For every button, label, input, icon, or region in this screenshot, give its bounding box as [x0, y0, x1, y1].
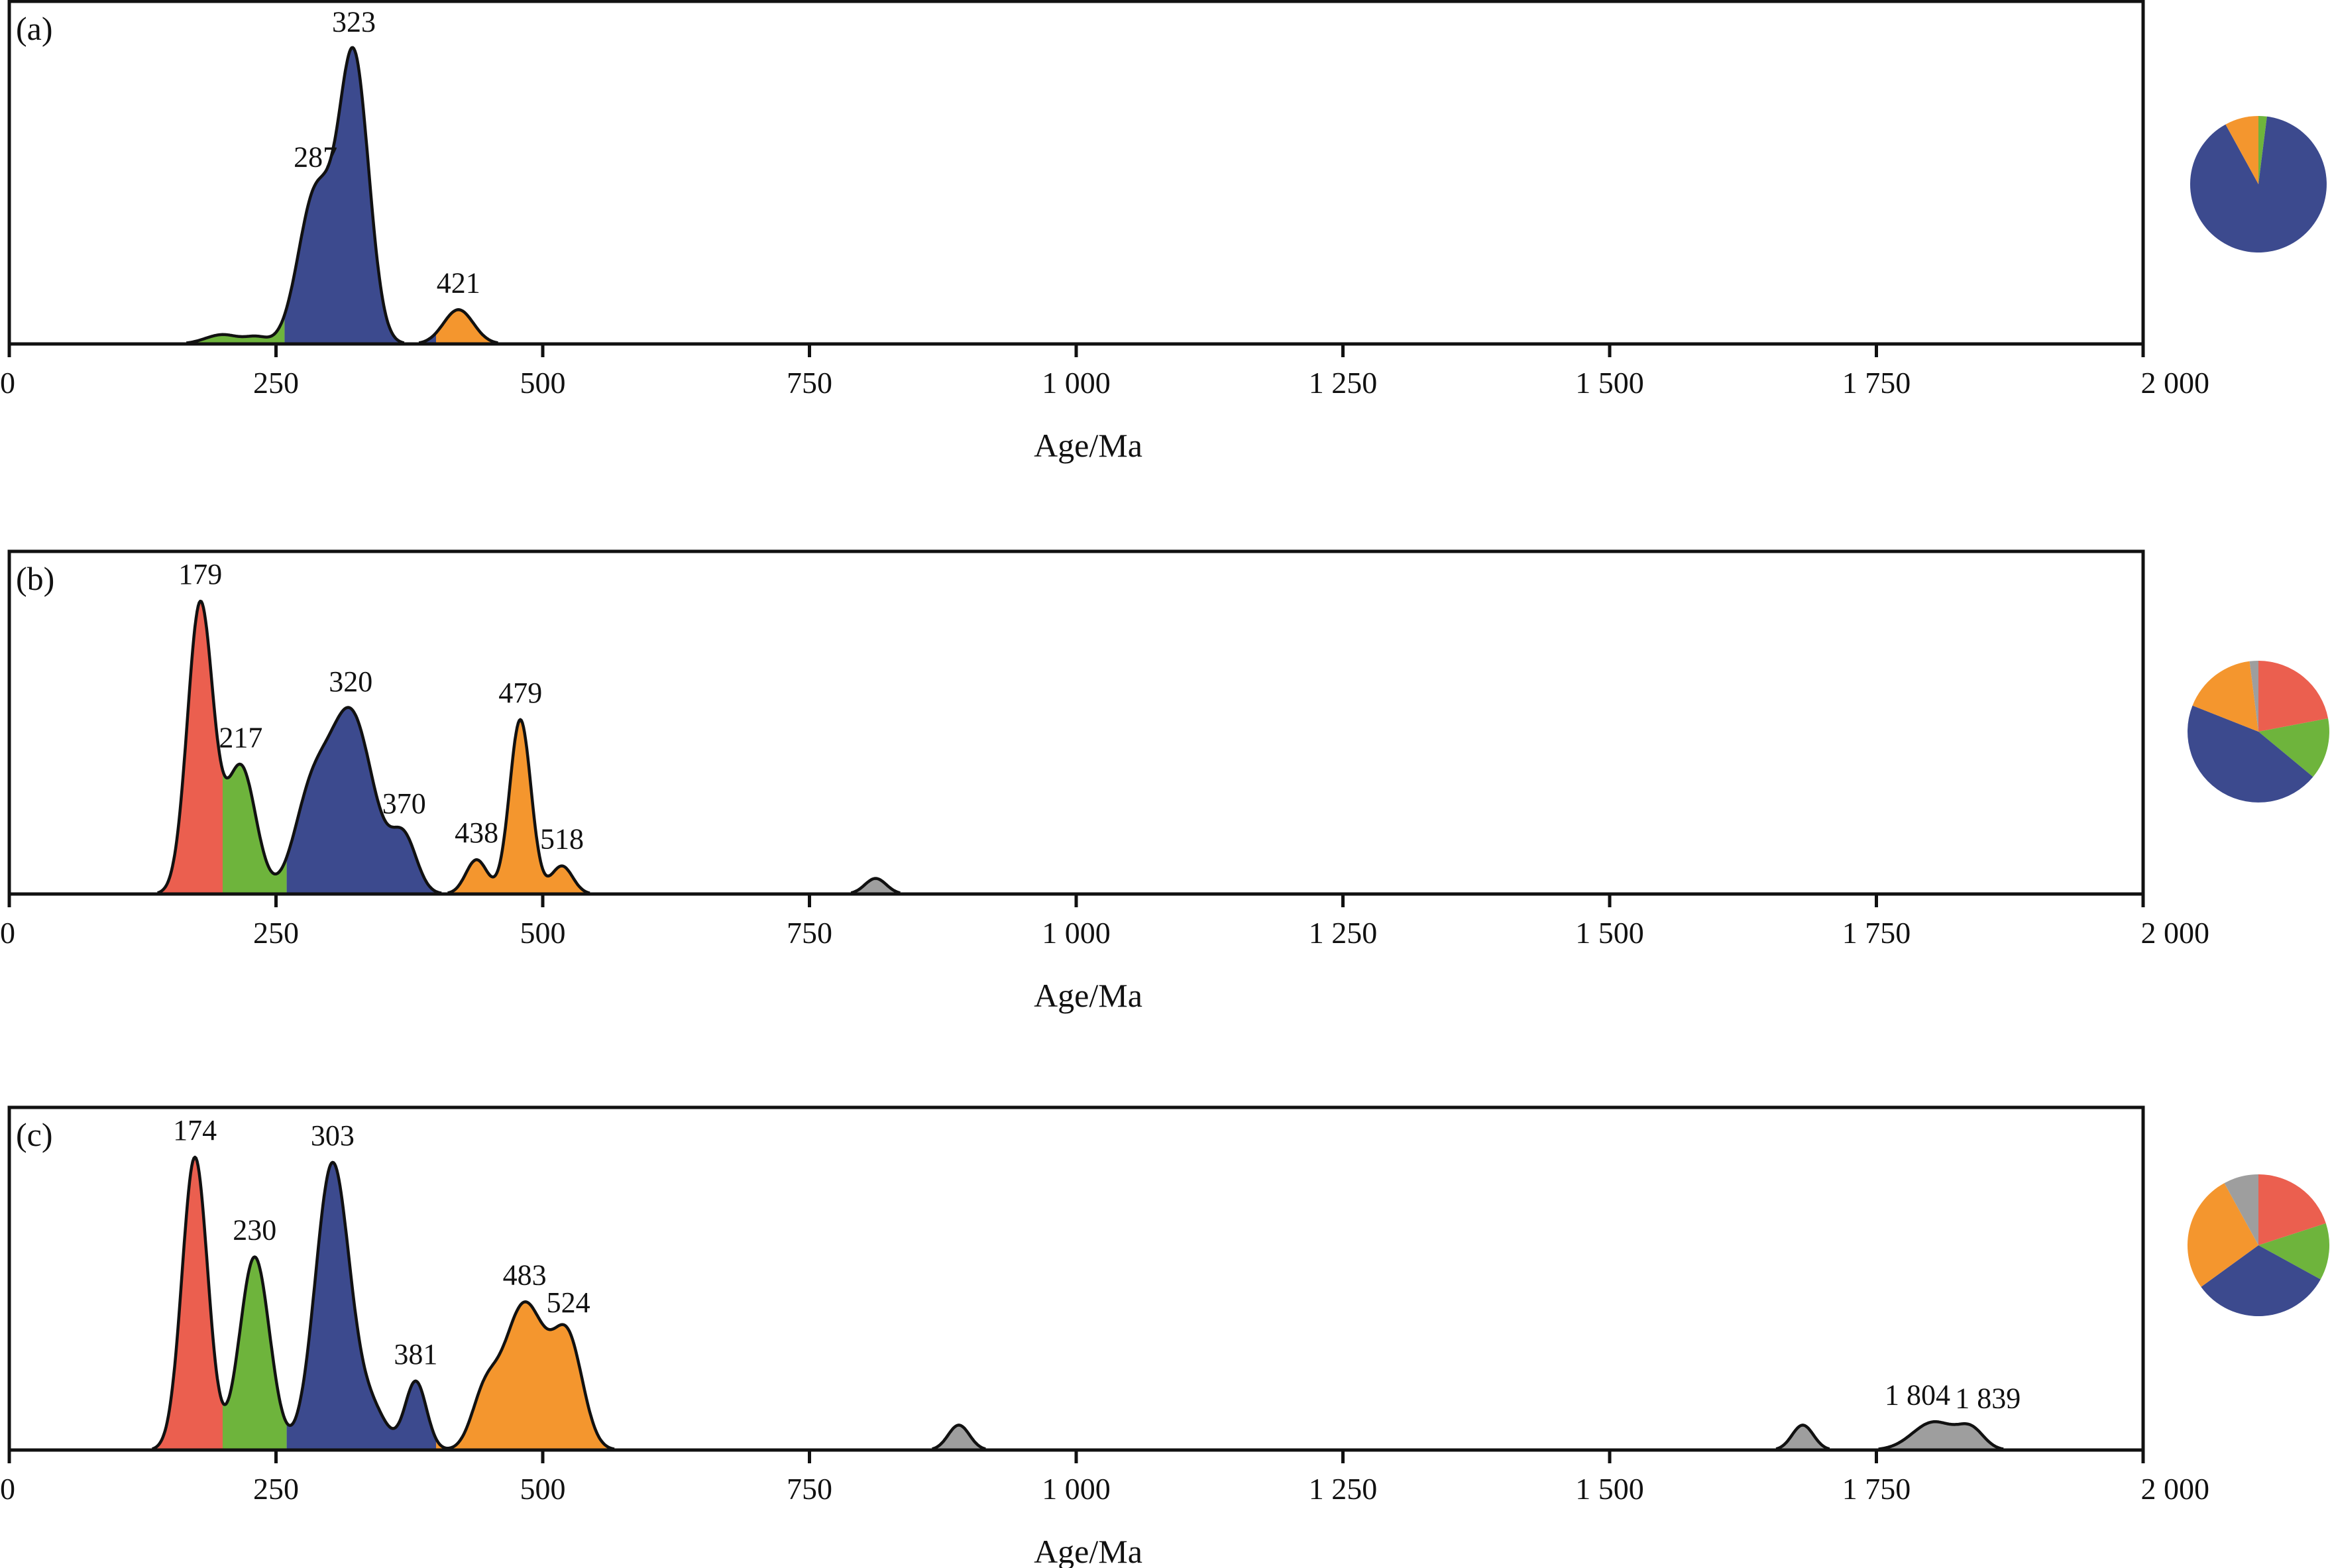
x-axis-title: Age/Ma	[1034, 977, 1142, 1014]
peak-label: 1 804	[1885, 1378, 1950, 1411]
kde-fill-red-2	[9, 601, 223, 894]
pie-slice-blue	[2188, 705, 2313, 803]
x-tick-label: 1 250	[1309, 1472, 1378, 1506]
peak-label: 518	[540, 823, 584, 856]
pie-slice-orange	[2225, 115, 2258, 184]
x-tick-label: 1 500	[1575, 916, 1644, 950]
pie-slice-green	[2258, 1223, 2330, 1280]
x-tick-label: 2 000	[2141, 916, 2210, 950]
x-tick-label: 250	[253, 366, 299, 400]
pie-slice-green	[2258, 718, 2329, 777]
kde-fill-blue-3	[286, 1162, 436, 1450]
x-tick-label: 2 000	[2141, 1472, 2210, 1506]
x-tick-label: 1 250	[1309, 916, 1378, 950]
x-axis-title: Age/Ma	[1034, 427, 1142, 464]
x-tick-label: 1 750	[1842, 366, 1911, 400]
peak-label: 483	[503, 1259, 547, 1292]
kde-fill-green-1	[9, 315, 285, 344]
x-tick-label: 1 000	[1042, 916, 1111, 950]
x-tick-label: 2 000	[2141, 366, 2210, 400]
peak-label: 323	[332, 5, 376, 38]
kde-fill-blue-1	[284, 47, 436, 345]
panel-label: (c)	[16, 1116, 53, 1153]
peak-label: 320	[329, 665, 372, 698]
peak-label: 174	[173, 1114, 217, 1147]
panel-label: (b)	[16, 560, 54, 597]
x-tick-label: 1 000	[1042, 366, 1111, 400]
peak-label: 381	[394, 1338, 437, 1371]
panel-2: 0 250 500 750 1 000 1 250 1 500 1 750 2 000 Age/M…	[0, 549, 2329, 1014]
pie-slice-orange	[2187, 1183, 2258, 1287]
pie-slice-gray	[2224, 1174, 2258, 1245]
pie-slice-blue	[2190, 116, 2327, 252]
pie-slice-red	[2258, 661, 2329, 732]
x-tick-label: 500	[520, 366, 566, 400]
kde-fill-red-3	[9, 1157, 223, 1450]
x-tick-label: 0	[0, 916, 15, 950]
pie-slice-gray	[2249, 660, 2258, 732]
pie-slice-red	[2258, 1174, 2326, 1245]
x-tick-label: 1 500	[1575, 1472, 1644, 1506]
kde-curve-1	[186, 46, 499, 345]
kde-fill-green-2	[223, 764, 287, 894]
pie-slice-orange	[2192, 661, 2258, 732]
kde-fill-orange-2	[436, 719, 756, 894]
x-tick-label: 750	[787, 366, 832, 400]
kde-fill-blue-2	[286, 707, 436, 894]
x-tick-label: 750	[787, 916, 832, 950]
x-tick-label: 500	[520, 1472, 566, 1506]
pie-slice-green	[2258, 115, 2267, 184]
kde-fill-gray-2	[756, 878, 2143, 894]
x-tick-label: 1 250	[1309, 366, 1378, 400]
x-tick-label: 0	[0, 366, 15, 400]
kde-fill-orange-3	[436, 1302, 756, 1450]
x-tick-label: 500	[520, 916, 566, 950]
kde-fill-gray-3	[756, 1422, 2143, 1450]
peak-label: 1 839	[1955, 1382, 2021, 1415]
kde-fill-green-3	[223, 1257, 287, 1450]
panel-1: 0 250 500 750 1 000 1 250 1 500 1 750 2 000 Age/M…	[0, 0, 2327, 464]
x-tick-label: 750	[787, 1472, 832, 1506]
x-tick-label: 250	[253, 916, 299, 950]
peak-label: 370	[382, 787, 426, 820]
x-tick-label: 1 000	[1042, 1472, 1111, 1506]
peak-label: 287	[294, 141, 337, 174]
peak-label: 524	[547, 1286, 590, 1319]
peak-label: 479	[498, 677, 542, 709]
panel-3: 0 250 500 750 1 000 1 250 1 500 1 750 2 000 Age/M…	[0, 1105, 2330, 1568]
x-tick-label: 250	[253, 1472, 299, 1506]
peak-label: 230	[233, 1214, 276, 1247]
x-tick-label: 0	[0, 1472, 15, 1506]
x-tick-label: 1 750	[1842, 916, 1911, 950]
pie-slice-blue	[2201, 1245, 2321, 1317]
x-tick-label: 1 750	[1842, 1472, 1911, 1506]
x-tick-label: 1 500	[1575, 366, 1644, 400]
peak-label: 421	[437, 266, 480, 299]
peak-label: 438	[455, 816, 498, 849]
kde-fill-orange-1	[436, 309, 2143, 344]
peak-label: 217	[219, 721, 262, 754]
kde-curve-3	[152, 1155, 2004, 1451]
peak-label: 179	[178, 558, 222, 590]
kde-curve-2	[157, 599, 901, 895]
x-axis-title: Age/Ma	[1034, 1533, 1142, 1568]
panel-label: (a)	[16, 10, 53, 47]
peak-label: 303	[311, 1119, 355, 1152]
